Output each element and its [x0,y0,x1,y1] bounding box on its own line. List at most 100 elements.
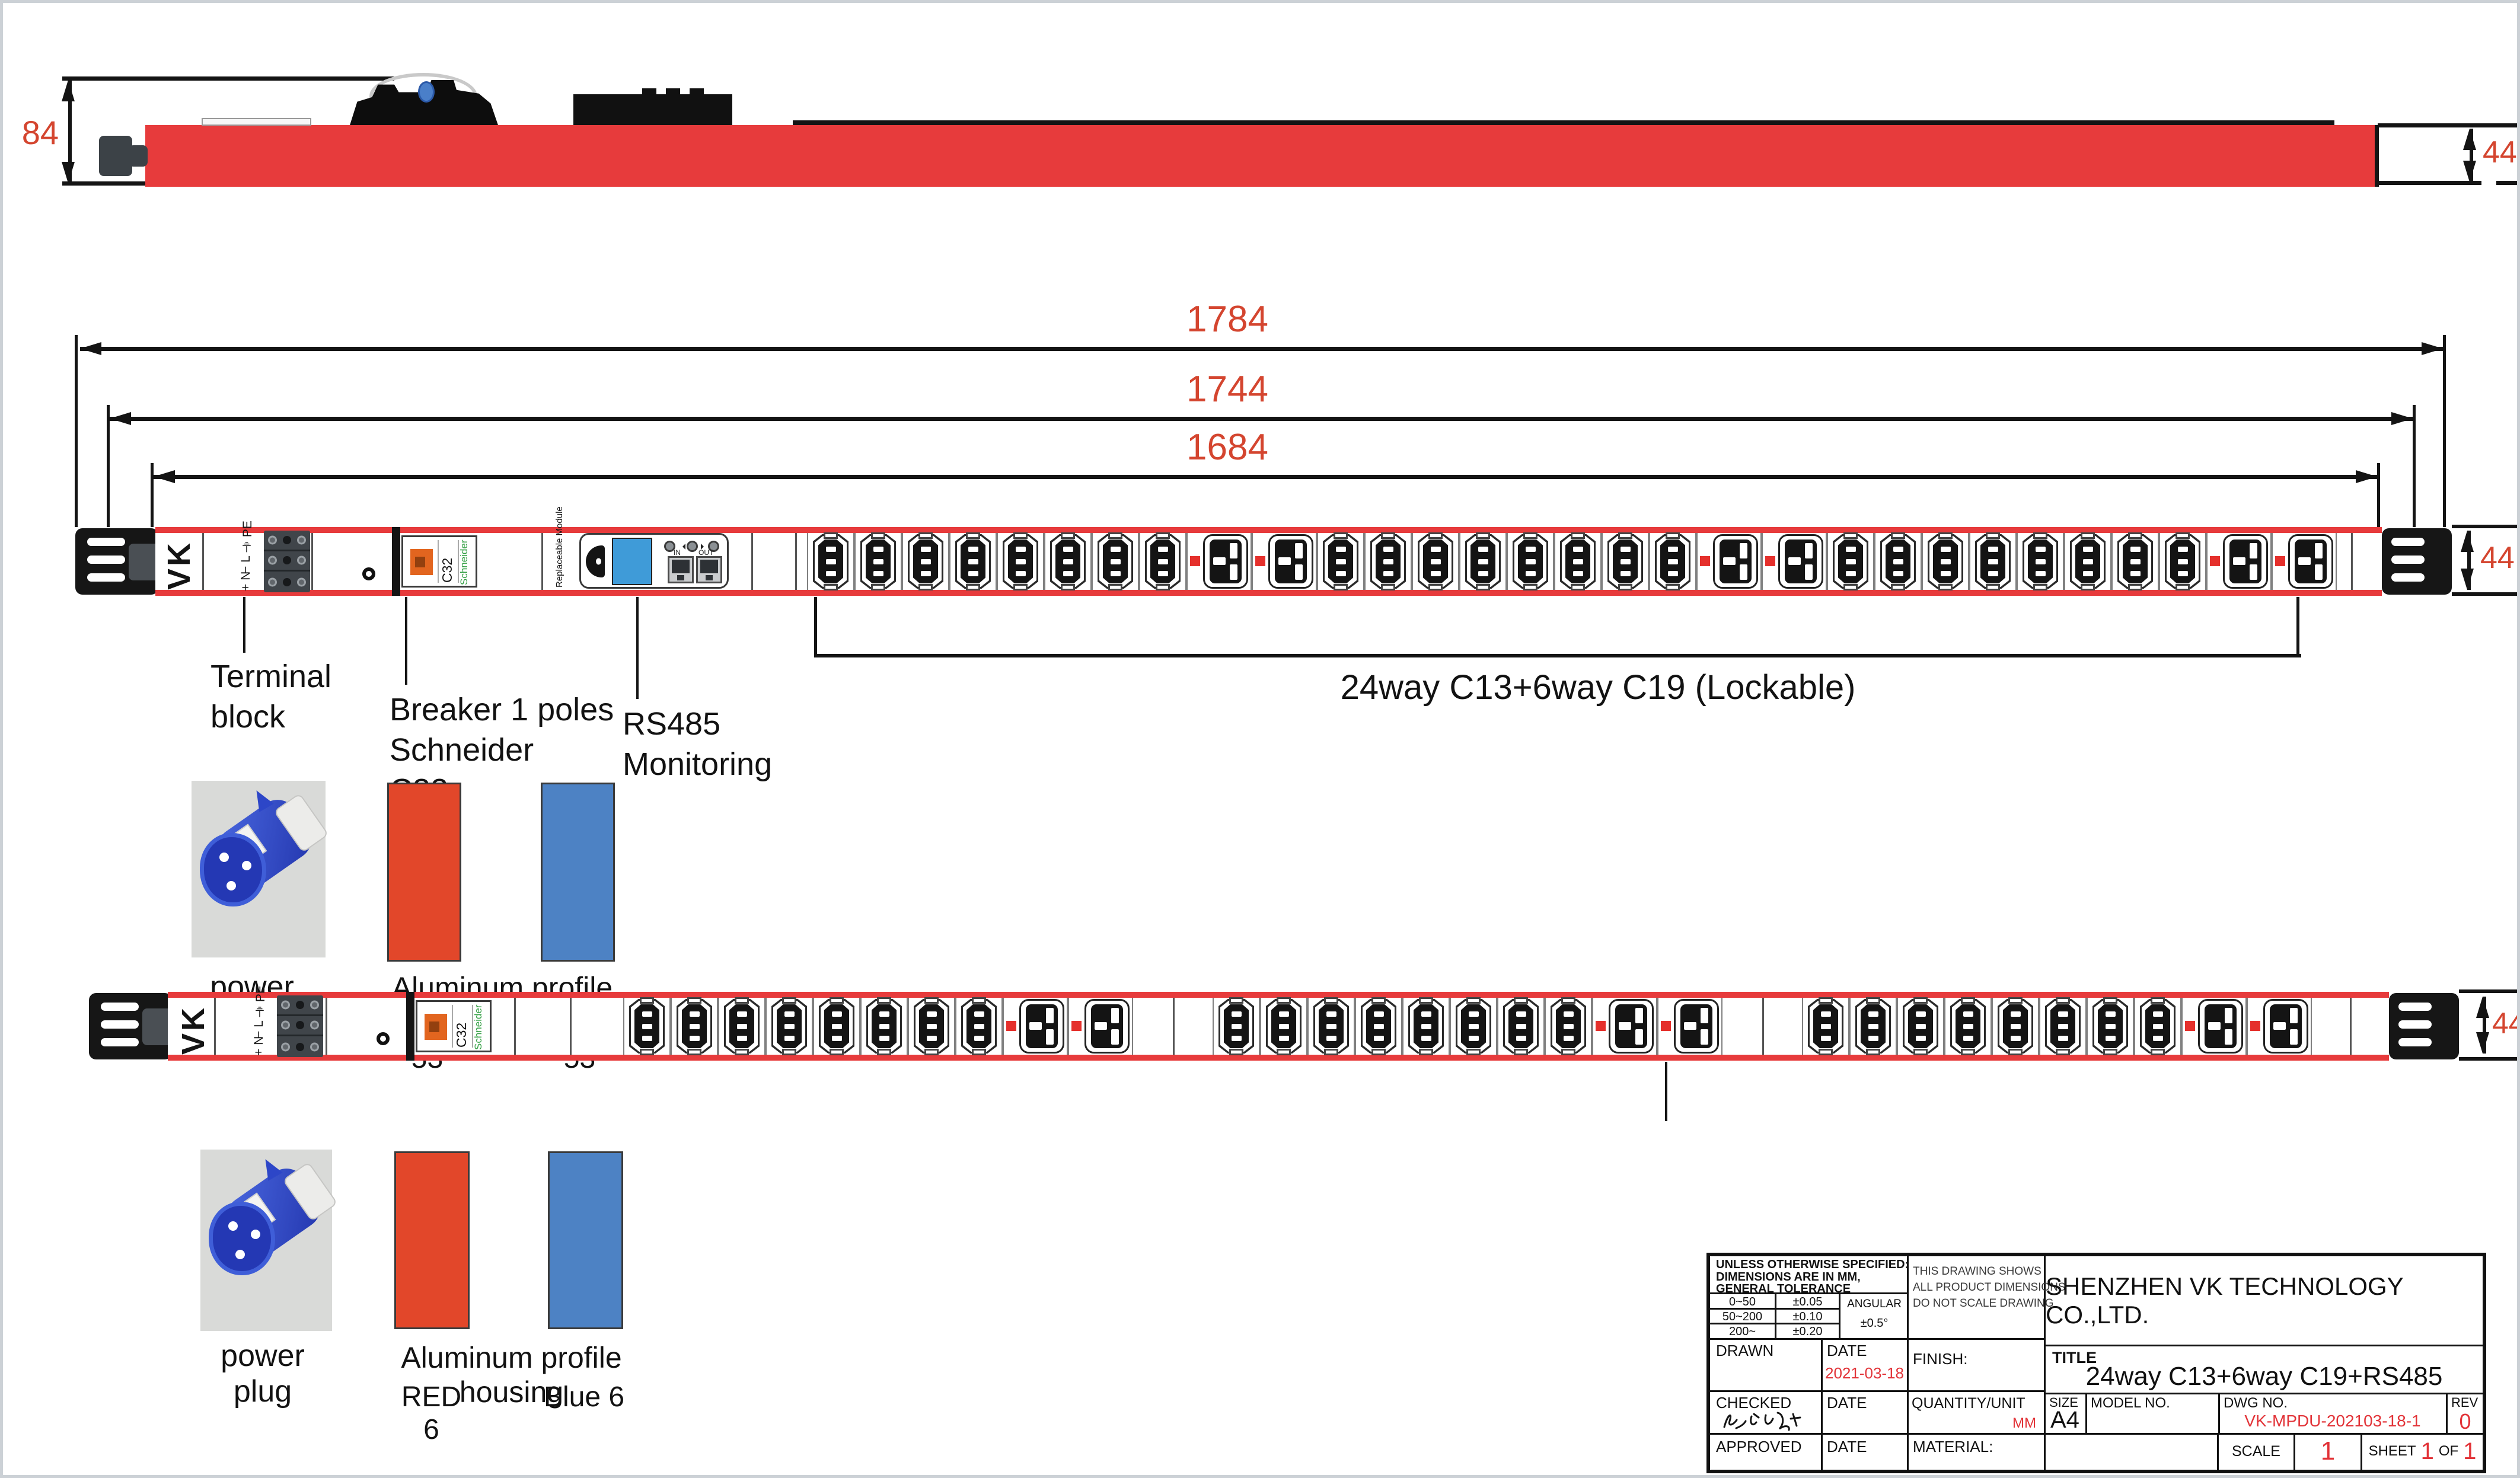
outlet-row [623,997,1133,1055]
c13-outlet [807,532,854,590]
c19-outlet [1762,533,1827,590]
c13-outlet [1459,532,1507,590]
c19-outlet [2181,998,2247,1055]
c13-outlet [2039,997,2087,1055]
c19-outlet [2272,533,2337,590]
dim-44-top: 44 [2483,135,2517,170]
terminal-label-pe: ⏚ PE [241,521,254,553]
breaker-brand-text: Schneider [458,540,470,585]
c13-outlet [2064,532,2111,590]
grid-line [1710,1433,2483,1435]
c19-outlet [1696,533,1762,590]
red-housing-swatch [387,783,461,962]
c19-outlet [1657,998,1722,1055]
outlet-row [1317,532,1827,590]
breaker-switch [410,549,433,575]
c13-outlet [813,997,860,1055]
drawing-title: 24way C13+6way C19+RS485 [2085,1362,2443,1391]
dim-1684: 1684 [1186,427,1268,468]
sheet-cell: SHEET 1 OF 1 [2362,1433,2483,1470]
dimension-line [110,417,2413,421]
circuit-breaker [401,535,477,588]
mounting-bracket [2382,528,2452,595]
company-name: SHENZHEN VK TECHNOLOGY CO.,LTD. [2046,1272,2403,1329]
terminal-callout: Terminal block [210,659,332,735]
approved-label: APPROVED [1716,1438,1802,1455]
dimension-line [2483,997,2486,1054]
c13-outlet [1602,532,1649,590]
title-block: UNLESS OTHERWISE SPECIFIED: DIMENSIONS A… [1706,1253,2486,1473]
c13-outlet [1139,532,1186,590]
arrow-left-icon [110,412,131,425]
power-plug-caption: power plug [221,1339,305,1409]
checked-signature [1723,1412,1801,1431]
grid-line [1907,1256,1909,1470]
c13-outlet [955,997,1003,1055]
rs485-module: IN OUT [579,533,729,589]
c13-outlet [860,997,908,1055]
terminal-label-n: + N [239,571,253,591]
checked-label: CHECKED [1716,1394,1792,1412]
date-label: DATE [1827,1342,1867,1359]
breaker-model-text: C32 [439,557,455,583]
drawn-date: 2021-03-18 [1825,1364,1904,1382]
module-button [708,541,719,552]
c13-outlet [908,997,955,1055]
extension-line [2496,181,2517,185]
title-label: TITLE [2052,1349,2097,1367]
wire-ferrule [418,81,435,103]
c19-outlet [1252,533,1317,590]
grid-line [1710,1390,2046,1392]
arrow-right-icon [2422,342,2443,355]
vk-logo: VK [176,1005,211,1055]
c13-outlet [2017,532,2064,590]
c13-outlet [1649,532,1696,590]
outlet-row [1802,997,2312,1055]
grid-line [2217,1433,2219,1470]
housing-caption: Aluminum profile housing [401,1341,622,1409]
c13-outlet [1213,997,1260,1055]
leader-line [1665,1062,1667,1121]
grid-line [2044,1256,2046,1470]
arrow-down-icon [2463,161,2476,182]
module-button [664,541,675,552]
rj45-port [668,556,694,583]
c13-outlet [1944,997,1992,1055]
dwg-label: DWG NO. [2224,1395,2288,1411]
extension-line [151,463,154,527]
dimension-line [2470,129,2473,182]
size-label: SIZE [2049,1395,2078,1410]
extension-line [2443,335,2446,527]
dimension-line [68,80,72,183]
circuit-breaker [416,1000,492,1052]
profile-lid-line [793,120,2334,125]
terminal-label-l: − L [252,1020,266,1038]
tol-range-2: 50~200 [1722,1310,1763,1323]
c13-outlet [1450,997,1497,1055]
grid-line [2085,1393,2087,1433]
grid-line [1775,1292,1776,1338]
breaker-nub [690,88,704,95]
terminal-label-n: + N [252,1036,266,1056]
port-out-label: OUT [698,548,714,557]
power-plug-photo [192,781,329,957]
c13-outlet [1260,997,1307,1055]
dim-44-pdu2: 44 [2492,1007,2517,1040]
arrow-up-icon [2463,129,2476,150]
arrow-up-icon [2461,531,2474,552]
drawing-note: THIS DRAWING SHOWS ALL PRODUCT DIMENSION… [1913,1265,2066,1310]
c13-outlet [1092,532,1139,590]
mounting-bracket [2389,993,2459,1059]
leader-line [243,597,245,653]
divider-line [541,533,543,590]
bracket-line [814,654,2301,657]
c13-outlet [1355,997,1402,1055]
c13-outlet [1827,532,1874,590]
sheet-of-label: OF [2438,1443,2459,1459]
extension-line [2413,405,2416,527]
drawn-label: DRAWN [1716,1342,1774,1359]
c13-outlet [1497,997,1545,1055]
module-button [687,541,698,552]
bracket-line [814,597,817,656]
breaker-rail [406,992,414,1061]
